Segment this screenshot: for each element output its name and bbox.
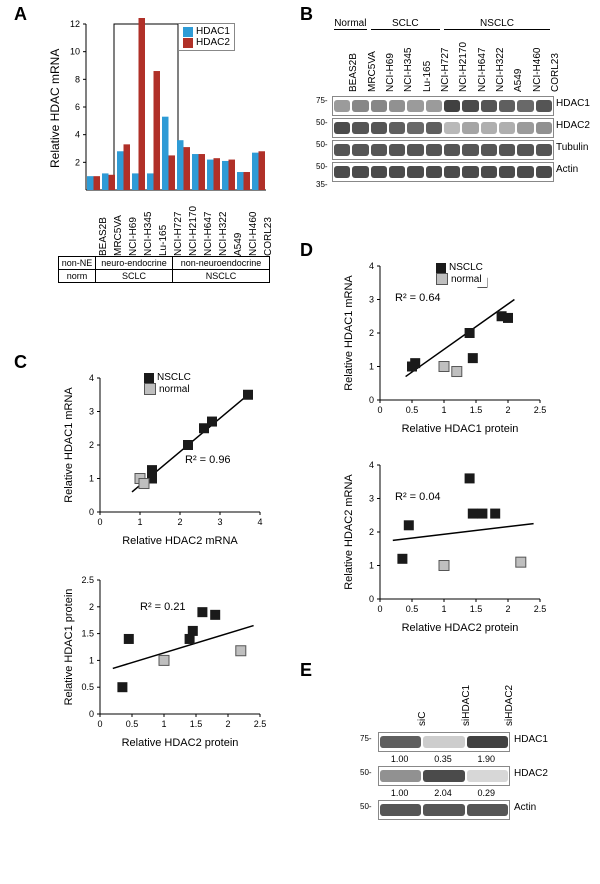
svg-text:10: 10 (70, 47, 80, 57)
svg-text:1: 1 (89, 474, 94, 484)
svg-text:2: 2 (75, 157, 80, 167)
panel-a-chart: 2 4 6 8 10 12 (58, 18, 270, 198)
panel-b-label: B (300, 4, 313, 25)
panel-a-ylabel: Relative HDAC mRNA (48, 49, 62, 168)
svg-text:4: 4 (369, 261, 374, 271)
scatter-legend-c: NSCLC normal (140, 370, 195, 397)
svg-text:0: 0 (377, 604, 382, 614)
svg-text:4: 4 (75, 130, 80, 140)
svg-text:0: 0 (369, 395, 374, 405)
legend-nsclc: NSCLC (449, 262, 483, 273)
svg-text:Relative HDAC2 mRNA: Relative HDAC2 mRNA (343, 474, 355, 590)
svg-text:R² = 0.64: R² = 0.64 (395, 292, 441, 304)
svg-text:0.5: 0.5 (406, 604, 419, 614)
svg-text:Relative HDAC2 mRNA: Relative HDAC2 mRNA (122, 535, 238, 547)
svg-text:Relative HDAC2 protein: Relative HDAC2 protein (122, 737, 239, 749)
svg-text:1: 1 (161, 719, 166, 729)
svg-text:1.5: 1.5 (470, 405, 483, 415)
legend-hdac2: HDAC2 (196, 37, 230, 48)
svg-text:1: 1 (137, 517, 142, 527)
panel-b: NormalSCLCNSCLC BEAS2BMRC5VANCI-H69NCI-H… (318, 18, 588, 218)
svg-text:2: 2 (369, 527, 374, 537)
panel-a-categories: BEAS2BMRC5VANCI-H69NCI-H345Lu-165NCI-H72… (58, 200, 270, 258)
svg-text:Relative HDAC1 mRNA: Relative HDAC1 mRNA (343, 275, 355, 391)
svg-text:2.5: 2.5 (81, 575, 94, 585)
svg-text:R² = 0.04: R² = 0.04 (395, 491, 441, 503)
svg-text:R² = 0.96: R² = 0.96 (185, 454, 231, 466)
svg-text:0: 0 (89, 507, 94, 517)
svg-text:4: 4 (89, 373, 94, 383)
svg-text:8: 8 (75, 74, 80, 84)
svg-text:0: 0 (89, 709, 94, 719)
panel-a: 24681012 Relative HDAC mRNA HDAC1 HDAC2 (58, 18, 270, 198)
svg-text:6: 6 (75, 102, 80, 112)
panel-e-label: E (300, 660, 312, 681)
svg-text:Relative HDAC1 protein: Relative HDAC1 protein (63, 589, 75, 706)
svg-text:2: 2 (89, 440, 94, 450)
svg-text:2: 2 (505, 405, 510, 415)
scatter-legend: NSCLC normal (432, 260, 487, 287)
svg-text:Relative HDAC1 protein: Relative HDAC1 protein (402, 423, 519, 435)
svg-text:4: 4 (257, 517, 262, 527)
panel-e-lanes: siCsiHDAC1siHDAC2 (360, 680, 580, 730)
svg-text:4: 4 (369, 460, 374, 470)
svg-text:0.5: 0.5 (406, 405, 419, 415)
svg-text:2: 2 (369, 328, 374, 338)
panel-e-blots: 75-HDAC11.000.351.9050-HDAC21.002.040.29… (378, 732, 508, 820)
svg-text:1.5: 1.5 (81, 629, 94, 639)
svg-text:2: 2 (89, 602, 94, 612)
svg-text:2: 2 (225, 719, 230, 729)
svg-text:Relative HDAC1 mRNA: Relative HDAC1 mRNA (63, 387, 75, 503)
svg-text:2.5: 2.5 (534, 405, 547, 415)
panel-a-legend: HDAC1 HDAC2 (178, 23, 235, 51)
svg-text:2.5: 2.5 (534, 604, 547, 614)
svg-text:3: 3 (217, 517, 222, 527)
panel-e: siCsiHDAC1siHDAC2 75-HDAC11.000.351.9050… (360, 680, 580, 870)
panel-d-label: D (300, 240, 313, 261)
panel-d-bot: 0 0.5 1 1.5 2 2.5 0 1 2 3 4 R² = 0.04 Relative HDAC2… (340, 455, 550, 635)
svg-text:2: 2 (177, 517, 182, 527)
svg-text:0: 0 (369, 594, 374, 604)
legend-normal: normal (451, 274, 482, 285)
svg-text:1: 1 (441, 405, 446, 415)
svg-text:1: 1 (369, 561, 374, 571)
svg-text:R² = 0.21: R² = 0.21 (140, 601, 186, 613)
legend-hdac1: HDAC1 (196, 26, 230, 37)
svg-text:0: 0 (97, 517, 102, 527)
svg-text:Relative HDAC2 protein: Relative HDAC2 protein (402, 622, 519, 634)
panel-a-label: A (14, 4, 27, 25)
svg-text:3: 3 (369, 295, 374, 305)
svg-text:1.5: 1.5 (190, 719, 203, 729)
panel-b-groups: NormalSCLCNSCLC (318, 18, 588, 34)
panel-b-lanes: BEAS2BMRC5VANCI-H69NCI-H345Lu-165NCI-H72… (318, 34, 588, 96)
svg-text:3: 3 (369, 494, 374, 504)
svg-text:12: 12 (70, 19, 80, 29)
svg-text:2.5: 2.5 (254, 719, 267, 729)
panel-c-bot: 0 0.5 1 1.5 2 2.5 0 0.5 1 1.5 2 2.5 R² = 0.21 Relativ… (60, 570, 270, 750)
svg-text:0: 0 (377, 405, 382, 415)
svg-text:0: 0 (97, 719, 102, 729)
svg-text:1.5: 1.5 (470, 604, 483, 614)
svg-text:1: 1 (441, 604, 446, 614)
svg-text:3: 3 (89, 407, 94, 417)
svg-text:0.5: 0.5 (81, 682, 94, 692)
svg-text:0.5: 0.5 (126, 719, 139, 729)
svg-text:1: 1 (89, 655, 94, 665)
panel-b-blots: 75-HDAC150-HDAC250-Tubulin50-Actin35- (332, 96, 552, 182)
panel-a-class-table: non-NEneuro-endocrinenon-neuroendocrine … (58, 256, 270, 283)
svg-text:1: 1 (369, 362, 374, 372)
panel-c-label: C (14, 352, 27, 373)
svg-text:2: 2 (505, 604, 510, 614)
